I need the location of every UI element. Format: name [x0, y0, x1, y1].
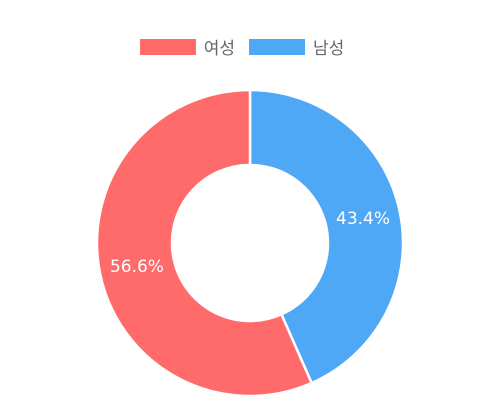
legend-swatch-female [139, 38, 196, 55]
legend-swatch-male [249, 38, 305, 55]
legend-label-male: 남성 [313, 39, 345, 59]
slice-label-female: 56.6% [110, 257, 164, 277]
legend-item-female[interactable]: 여성 [139, 34, 235, 59]
legend-label-female: 여성 [203, 39, 235, 59]
slice-male[interactable] [248, 88, 405, 385]
slice-female[interactable] [95, 88, 314, 398]
slice-label-male: 43.4% [336, 209, 390, 229]
chart-legend: 여성 남성 [0, 34, 484, 59]
legend-item-male[interactable]: 남성 [249, 34, 344, 59]
